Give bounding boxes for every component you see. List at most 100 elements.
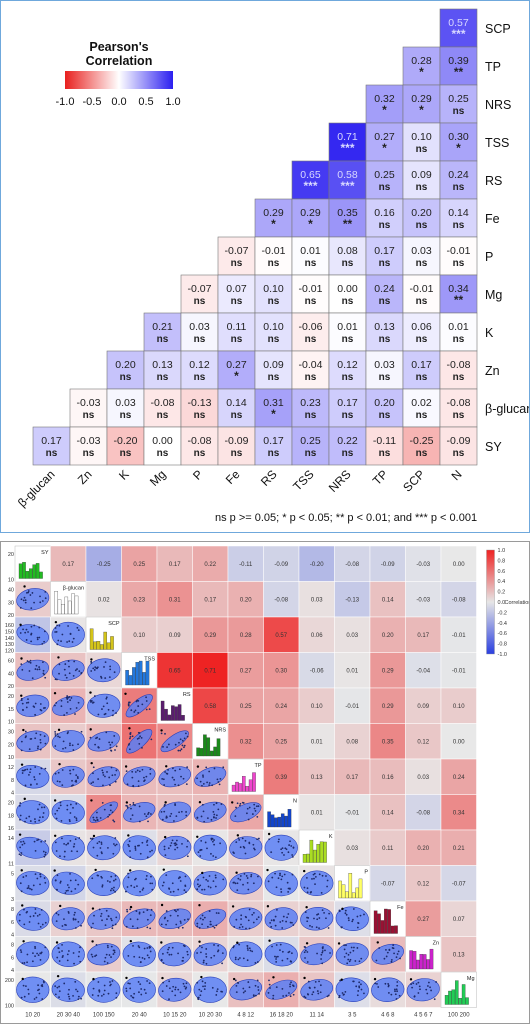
y-tick-label: 20	[8, 613, 14, 619]
scatter-point	[175, 839, 178, 842]
scatter-point	[69, 803, 72, 806]
scatter-point	[166, 951, 169, 954]
scatter-point	[143, 813, 146, 815]
scatter-point	[28, 670, 31, 672]
correlation-cell	[440, 616, 477, 653]
scatter-point	[22, 599, 25, 602]
scatter-point	[349, 958, 352, 961]
scatter-point	[201, 803, 204, 806]
cell-value-label: 0.30	[448, 131, 469, 143]
scatter-point	[353, 946, 355, 949]
scatter-point	[97, 981, 100, 983]
scatter-point	[104, 956, 107, 959]
scatter-point	[39, 959, 42, 961]
scatter-point	[24, 599, 27, 602]
scatter-point	[350, 946, 353, 949]
scatter-point	[172, 890, 175, 893]
scatter-point	[80, 672, 83, 675]
scatter-point	[181, 926, 184, 929]
scatter-point	[292, 993, 295, 996]
scatter-point	[96, 811, 98, 814]
scatter-point	[63, 850, 66, 853]
scatter-point	[246, 959, 249, 962]
scatter-point	[21, 772, 24, 774]
scatter-point	[254, 984, 257, 987]
scatter-point	[306, 920, 309, 923]
scatter-point	[326, 995, 329, 998]
scatter-point	[70, 697, 73, 699]
scatter-point	[79, 960, 82, 963]
scatter-point	[219, 842, 222, 845]
density-ellipse	[51, 871, 85, 895]
y-tick-label: 10	[8, 755, 14, 761]
scatter-point	[65, 843, 68, 846]
scatter-point	[360, 988, 363, 991]
correlation-value-label: -0.13	[345, 597, 359, 603]
scatter-point	[131, 925, 134, 928]
scatter-point	[162, 962, 165, 964]
scatter-point	[146, 947, 149, 949]
scatter-point	[134, 845, 137, 848]
outlier-point	[18, 833, 22, 836]
scatter-point	[289, 995, 292, 998]
scatter-point	[252, 882, 255, 885]
scatter-point	[27, 591, 30, 594]
scatter-point	[285, 848, 288, 851]
histogram-bar	[142, 672, 146, 686]
scatter-point	[25, 985, 27, 987]
scatter-point	[129, 850, 131, 852]
scatter-point	[74, 879, 77, 882]
scatter-point	[257, 986, 260, 988]
scatter-point	[136, 885, 138, 888]
scatter-point	[174, 986, 177, 989]
cell-value-label: 0.29	[300, 207, 321, 219]
scatter-point	[30, 640, 33, 643]
scatter-point	[72, 784, 74, 787]
scatter-point	[212, 816, 215, 818]
scatter-point	[128, 845, 130, 848]
scatter-point	[25, 701, 28, 704]
scatter-point	[313, 877, 315, 880]
scatter-point	[60, 819, 63, 822]
scatter-point	[64, 747, 67, 749]
scatter-point	[39, 738, 42, 741]
scatter-point	[69, 772, 72, 775]
scatter-point	[237, 837, 240, 840]
scatter-point	[284, 847, 287, 850]
cell-significance-label: ns	[231, 410, 243, 421]
scatter-point	[164, 771, 166, 773]
scatter-point	[33, 778, 36, 781]
y-tick-label: 30	[8, 600, 14, 606]
scatter-point	[240, 914, 243, 917]
correlation-value-label: 0.09	[169, 633, 181, 639]
scatter-point	[106, 962, 109, 964]
heatmap-cell	[291, 426, 330, 466]
scatter-point	[18, 919, 21, 922]
scatter-point	[205, 766, 208, 769]
histogram-bar	[132, 667, 136, 686]
scatter-point	[61, 769, 64, 771]
scatter-point	[20, 740, 23, 743]
correlation-value-label: 0.65	[169, 668, 181, 674]
density-ellipse	[264, 942, 298, 967]
scatter-point	[356, 926, 359, 929]
scatter-point	[55, 850, 58, 852]
scatter-point	[340, 926, 343, 929]
scatter-point	[201, 946, 203, 949]
histogram-bar	[248, 779, 253, 792]
y-tick-label: 8	[11, 943, 14, 949]
scatter-point	[95, 667, 98, 670]
scatter-point	[43, 630, 46, 633]
scatter-point	[106, 944, 109, 947]
y-tick-label: 3	[11, 897, 14, 903]
scatter-point	[108, 676, 111, 679]
outlier-point	[20, 869, 23, 872]
scatter-point	[375, 959, 378, 962]
heatmap-cell	[180, 426, 219, 466]
heatmap-cell	[291, 274, 330, 314]
row-label: P	[485, 250, 493, 264]
scatter-point	[107, 815, 109, 818]
scatter-point	[168, 946, 170, 949]
scatter-point	[326, 885, 328, 888]
scatter-point	[289, 985, 291, 988]
